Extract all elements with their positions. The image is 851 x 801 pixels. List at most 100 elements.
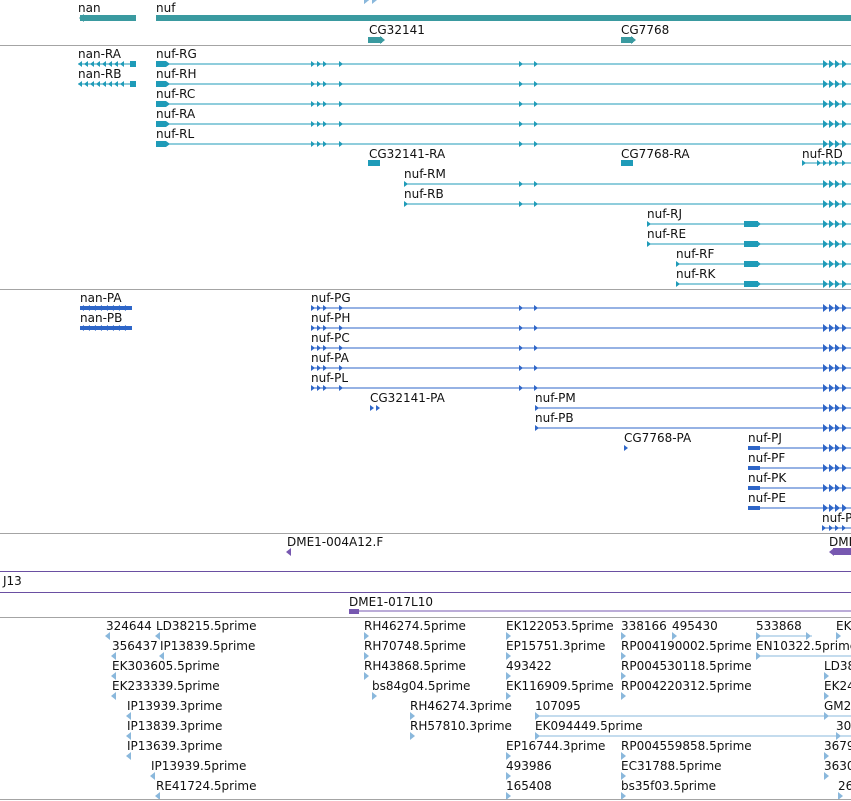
transcript-label[interactable]: nuf-RG [156, 47, 197, 61]
est-label[interactable]: EK122053.5prime [506, 619, 614, 633]
arrow-right-icon [836, 732, 841, 740]
clone-label[interactable]: DME1-004A12.F [287, 535, 384, 549]
est-label[interactable]: RP004530118.5prime [621, 659, 752, 673]
clone-label[interactable]: DMI [829, 535, 851, 549]
transcript-label[interactable]: nan-RA [78, 47, 121, 61]
gene-label[interactable]: nuf [156, 1, 176, 15]
est-label[interactable]: EK24 [824, 679, 851, 693]
est-label[interactable]: LD38 [824, 659, 851, 673]
est-label[interactable]: EK233339.5prime [112, 679, 220, 693]
transcript-label[interactable]: CG7768-RA [621, 147, 690, 161]
est-label[interactable]: EK116909.5prime [506, 679, 614, 693]
arrow-right-icon [835, 60, 840, 68]
clone-label[interactable]: J13 [3, 574, 22, 588]
est-label[interactable]: EK [836, 619, 851, 633]
arrow-left-icon [108, 81, 112, 87]
est-label[interactable]: bs35f03.5prime [621, 779, 717, 793]
gene-label[interactable]: CG32141 [369, 23, 425, 37]
est-label[interactable]: 338166 [621, 619, 667, 633]
est-label[interactable]: IP13839.3prime [127, 719, 223, 733]
est-label[interactable]: IP13939.3prime [127, 699, 223, 713]
est-label[interactable]: 3679 [824, 739, 851, 753]
transcript-label[interactable]: nuf-RA [156, 107, 196, 121]
est-label[interactable]: EC31788.5prime [621, 759, 722, 773]
protein-label[interactable]: CG7768-PA [624, 431, 692, 445]
transcript-label[interactable]: nuf-RD [802, 147, 843, 161]
est-label[interactable]: LD38215.5prime [156, 619, 257, 633]
gene-label[interactable]: nan [78, 1, 101, 15]
est-label[interactable]: RP004190002.5prime [621, 639, 752, 653]
transcript-label[interactable]: nuf-RJ [647, 207, 682, 221]
arrow-right-icon [339, 61, 343, 67]
protein-label[interactable]: nuf-PF [748, 451, 786, 465]
protein-label[interactable]: nuf-PK [748, 471, 787, 485]
protein-label[interactable]: nuf-PE [748, 491, 786, 505]
est-label[interactable]: EP16744.3prime [506, 739, 606, 753]
est-label[interactable]: bs84g04.5prime [372, 679, 471, 693]
arrow-right-icon [621, 772, 626, 780]
est-label[interactable]: RP004559858.5prime [621, 739, 752, 753]
arrow-right-icon [829, 484, 834, 492]
transcript-label[interactable]: nuf-RH [156, 67, 197, 81]
clone-label[interactable]: DME1-017L10 [349, 595, 433, 609]
est-label[interactable]: 493986 [506, 759, 552, 773]
protein-label[interactable]: nuf-PB [535, 411, 574, 425]
transcript-label[interactable]: CG32141-RA [369, 147, 446, 161]
protein-label[interactable]: CG32141-PA [370, 391, 445, 405]
est-label[interactable]: RH57810.3prime [410, 719, 512, 733]
est-label[interactable]: IP13639.3prime [127, 739, 223, 753]
est-label[interactable]: 356437 [112, 639, 158, 653]
arrow-right-icon [835, 80, 840, 88]
est-label[interactable]: RP004220312.5prime [621, 679, 752, 693]
protein-label[interactable]: nan-PB [80, 311, 123, 325]
est-label[interactable]: RH46274.3prime [410, 699, 512, 713]
transcript-label[interactable]: nuf-RM [404, 167, 446, 181]
transcript-label[interactable]: nuf-RL [156, 127, 195, 141]
transcript-label[interactable]: nuf-RB [404, 187, 444, 201]
protein-label[interactable]: nuf-PJ [748, 431, 782, 445]
est-label[interactable]: EK303605.5prime [112, 659, 220, 673]
protein-label[interactable]: nuf-PL [311, 371, 349, 385]
est-label[interactable]: RH70748.5prime [364, 639, 466, 653]
est-label[interactable]: EK094449.5prime [535, 719, 643, 733]
separator-transcript-track [0, 289, 851, 290]
est-label[interactable]: 30 [836, 719, 851, 733]
gene-label[interactable]: CG7768 [621, 23, 670, 37]
est-label[interactable]: IP13839.5prime [160, 639, 256, 653]
est-label[interactable]: GM2 [824, 699, 851, 713]
est-label[interactable]: RH46274.5prime [364, 619, 466, 633]
est-label[interactable]: 495430 [672, 619, 718, 633]
est-label[interactable]: RE41724.5prime [156, 779, 257, 793]
transcript-label[interactable]: nuf-RK [676, 267, 716, 281]
separator-gene-track [0, 45, 851, 46]
protein-label[interactable]: nuf-PH [311, 311, 351, 325]
est-label[interactable]: 107095 [535, 699, 581, 713]
protein-label[interactable]: nan-PA [80, 291, 122, 305]
est-label[interactable]: EP15751.3prime [506, 639, 606, 653]
arrow-right-icon [835, 280, 840, 288]
est-label[interactable]: 493422 [506, 659, 552, 673]
transcript-label[interactable]: nuf-RF [676, 247, 715, 261]
transcript-label[interactable]: nan-RB [78, 67, 122, 81]
arrow-right-icon [835, 200, 840, 208]
arrow-right-icon [672, 632, 677, 640]
transcript-label[interactable]: nuf-RC [156, 87, 196, 101]
est-label[interactable]: 26 [838, 779, 851, 793]
est-label[interactable]: IP13939.5prime [151, 759, 247, 773]
protein-label[interactable]: nuf-PG [311, 291, 351, 305]
protein-label[interactable]: nuf-PC [311, 331, 350, 345]
protein-label[interactable]: nuf-PA [311, 351, 349, 365]
arrow-right-icon [534, 181, 538, 187]
arrow-right-icon [311, 365, 315, 371]
est-label[interactable]: RH43868.5prime [364, 659, 466, 673]
arrow-right-icon [372, 692, 377, 700]
est-label[interactable]: 165408 [506, 779, 552, 793]
est-label[interactable]: 3630 [824, 759, 851, 773]
est-label[interactable]: 324644 [106, 619, 152, 633]
protein-label[interactable]: nuf-P [822, 511, 851, 525]
est-label[interactable]: 533868 [756, 619, 802, 633]
transcript-label[interactable]: nuf-RE [647, 227, 687, 241]
protein-label[interactable]: nuf-PM [535, 391, 576, 405]
feature-block [621, 160, 633, 166]
est-label[interactable]: EN10322.5prime [756, 639, 851, 653]
